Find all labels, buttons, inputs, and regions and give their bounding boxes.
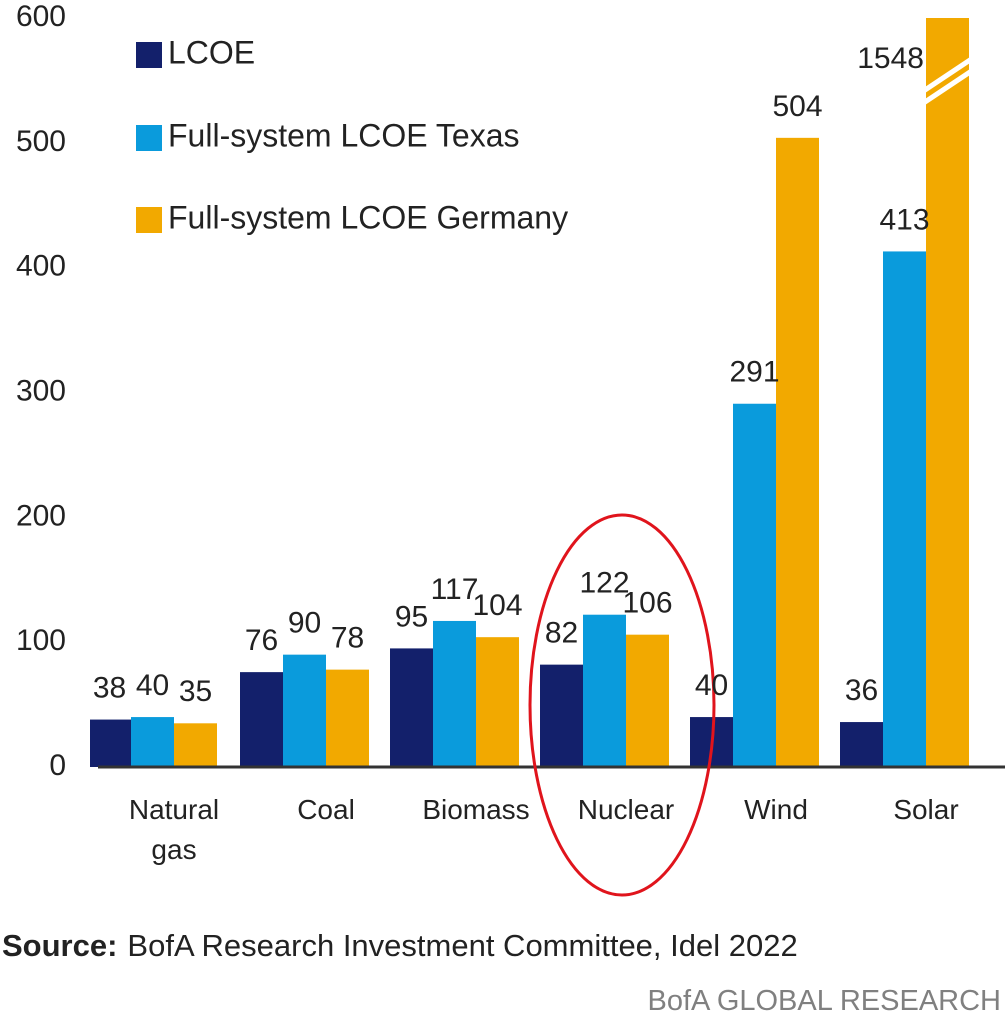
legend-swatch: [136, 207, 162, 233]
bar: [390, 648, 433, 767]
y-tick-label: 200: [16, 499, 66, 532]
bar: [540, 664, 583, 767]
axis-break: [920, 55, 975, 95]
source-label: Source:: [2, 928, 118, 963]
bar: [174, 723, 217, 767]
bar: [240, 672, 283, 767]
value-label: 82: [545, 617, 578, 650]
x-tick-label: Natural gas: [128, 794, 220, 865]
bar: [433, 620, 476, 767]
bar: [131, 717, 174, 767]
bar: [90, 719, 131, 767]
bars: [90, 18, 969, 768]
value-label: 413: [879, 203, 929, 236]
legend-swatch: [136, 125, 162, 151]
bar: [926, 18, 969, 767]
legend-swatch: [136, 42, 162, 68]
legend-label: Full-system LCOE Texas: [168, 117, 520, 153]
bar: [626, 634, 669, 767]
value-label: 35: [179, 675, 212, 708]
value-label: 76: [245, 624, 278, 657]
bar: [326, 669, 369, 767]
chart: 0 100 200 300 400 500 600 LCOE Full-system LCOE …: [16, 0, 1005, 897]
footer: BofA GLOBAL RESEARCH: [647, 985, 1001, 1017]
x-tick-label: Nuclear: [577, 794, 675, 825]
value-label: 504: [772, 90, 822, 123]
source: Source: BofA Research Investment Committe…: [2, 928, 798, 964]
value-label: 104: [472, 589, 522, 622]
bar: [776, 137, 819, 768]
y-tick-label: 600: [16, 0, 66, 33]
value-label: 36: [845, 674, 878, 707]
axis-break: [920, 67, 975, 107]
value-label: 78: [331, 622, 364, 655]
value-label: 1548: [857, 42, 924, 75]
bar: [583, 614, 626, 767]
value-label: 122: [579, 567, 629, 600]
y-tick-label: 400: [16, 250, 66, 283]
highlight-ellipse: [528, 513, 716, 897]
y-tick-label: 300: [16, 374, 66, 407]
bar: [283, 654, 326, 767]
y-tick-label: 0: [49, 749, 66, 782]
value-label: 106: [622, 587, 672, 620]
x-tick-label: Wind: [744, 794, 808, 825]
x-tick-label: Coal: [297, 794, 355, 825]
value-label: 90: [288, 607, 321, 640]
value-label: 95: [395, 600, 428, 633]
value-label: 117: [431, 573, 479, 606]
value-label: 40: [695, 669, 728, 702]
source-text: BofA Research Investment Committee, Idel…: [127, 928, 798, 963]
bar: [733, 403, 776, 767]
legend-label: LCOE: [168, 34, 255, 70]
value-label: 291: [729, 356, 779, 389]
bar: [840, 722, 883, 767]
value-label: 38: [93, 671, 126, 704]
x-tick-label: Biomass: [422, 794, 530, 825]
value-label: 40: [136, 669, 169, 702]
bar: [476, 637, 519, 767]
x-tick-label: Solar: [893, 794, 959, 825]
y-tick-label: 500: [16, 125, 66, 158]
legend-label: Full-system LCOE Germany: [168, 199, 568, 235]
y-tick-label: 100: [16, 624, 66, 657]
bar: [883, 251, 926, 767]
